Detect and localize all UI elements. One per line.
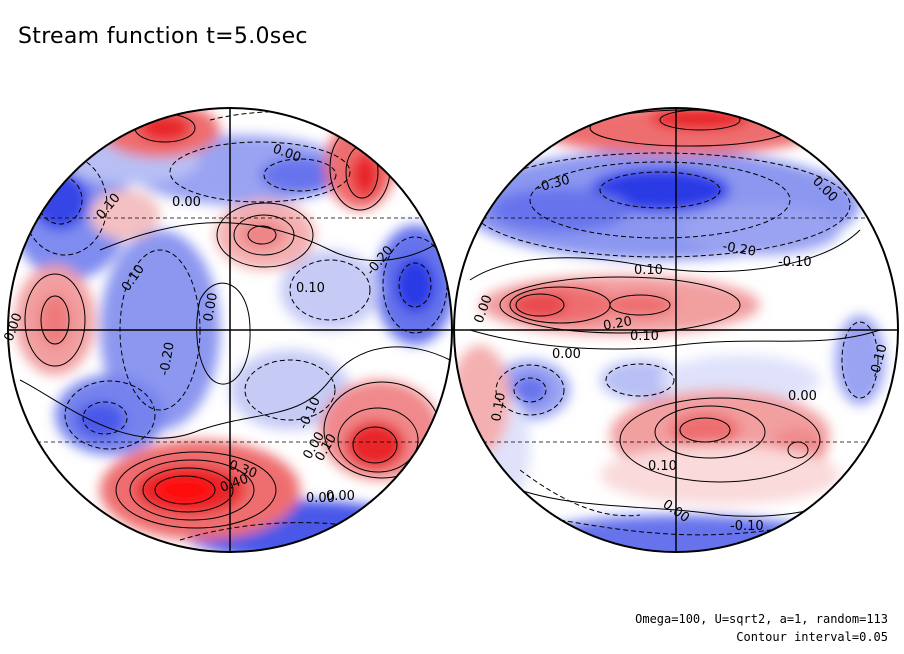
- contour-label: 0.00: [552, 347, 581, 362]
- map-title: Stream function t=5.0sec: [18, 24, 308, 49]
- contour-label: 0.00: [306, 491, 335, 506]
- parameters-text: Omega=100, U=sqrt2, a=1, random=113: [635, 612, 888, 626]
- contour-label: 0.10: [634, 263, 663, 278]
- right-hemisphere: -0.30 0.00 -0.20 -0.10 0.10 0.20 0.10 0.…: [453, 107, 899, 553]
- contour-interval-text: Contour interval=0.05: [736, 630, 888, 644]
- contour-label: 0.00: [788, 389, 817, 404]
- left-hemisphere: 0.00 0.10 0.00 0.10 -0.20 0.10 0.00 0.00…: [2, 107, 453, 553]
- contour-label: -0.20: [157, 341, 178, 377]
- contour-label: 0.10: [648, 459, 677, 474]
- contour-label: 0.20: [602, 314, 633, 334]
- contour-label: 0.00: [201, 292, 221, 323]
- contour-label: 0.10: [630, 329, 659, 344]
- contour-label: 0.10: [296, 281, 325, 296]
- contour-label: -0.20: [721, 239, 757, 260]
- contour-label: -0.10: [778, 255, 812, 270]
- contour-label: 0.10: [489, 392, 509, 423]
- contour-label: 0.00: [326, 489, 355, 504]
- contour-label: 0.00: [172, 195, 201, 210]
- contour-label: -0.10: [730, 519, 764, 534]
